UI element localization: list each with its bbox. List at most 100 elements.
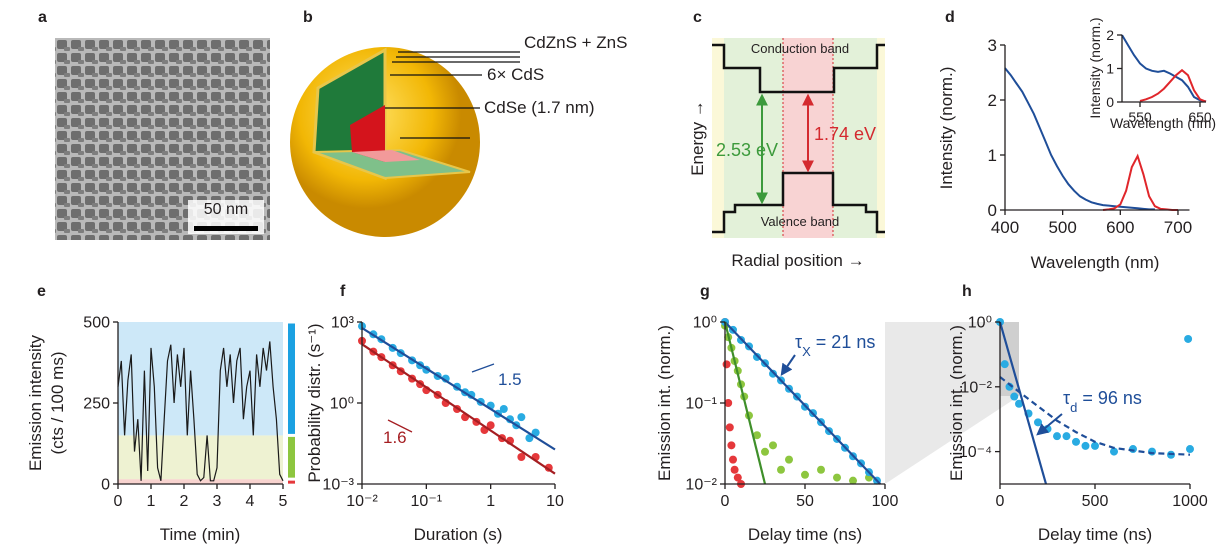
point — [769, 441, 777, 449]
gap-label: 2.53 eV — [716, 140, 778, 160]
x-tick-label: 50 — [796, 493, 814, 510]
label-part: = 21 ns — [811, 332, 876, 352]
point — [727, 441, 735, 449]
x-tick-label: 0 — [996, 493, 1005, 510]
x-tick-label: 3 — [213, 493, 222, 510]
x-tick-label: 700 — [1164, 218, 1192, 237]
panel-label: f — [340, 283, 346, 300]
shell-label: 6× CdS — [487, 65, 544, 84]
gap-label: 1.74 eV — [814, 124, 876, 144]
point — [1001, 360, 1009, 368]
lifetime-label: τX = 21 ns — [795, 332, 875, 359]
point — [817, 466, 825, 474]
chart: 550650012Wavelength (nm)Intensity (norm.… — [1087, 17, 1216, 131]
x-tick-label: 400 — [991, 218, 1019, 237]
y-tick-label: 2 — [988, 91, 997, 110]
label-part: X — [802, 344, 811, 359]
slope-label: 1.6 — [383, 428, 407, 447]
x-tick-label: 10 — [546, 493, 564, 510]
label-part: d — [1070, 400, 1077, 415]
figure: 50 nm CdZnS + ZnS 6× CdS CdSe (1.7 nm) C… — [0, 0, 1217, 549]
y-tick-label: 10⁰ — [968, 315, 992, 332]
x-tick-label: 1000 — [1172, 493, 1208, 510]
chart: 10⁻²10⁻¹11010⁻³10⁰10³Duration (s)Probabi… — [305, 315, 564, 544]
panel-label: e — [37, 283, 46, 300]
x-tick-label: 100 — [872, 493, 899, 510]
x-axis-label: Duration (s) — [414, 525, 503, 544]
x-axis-label: Delay time (ns) — [1038, 525, 1152, 544]
panel-label: b — [303, 9, 313, 26]
panel-label: c — [693, 9, 702, 26]
x-tick-label: 5 — [279, 493, 288, 510]
state-bar — [288, 437, 295, 478]
point — [1186, 445, 1194, 453]
fit-line — [362, 344, 555, 474]
panel-label: a — [38, 9, 47, 26]
y-tick-label: 500 — [83, 315, 110, 332]
annotation-arrow — [782, 355, 795, 374]
x-axis-label: Wavelength (nm) — [1031, 253, 1160, 272]
point — [1091, 442, 1099, 450]
y-tick-label: 3 — [988, 36, 997, 55]
panel-label: g — [700, 283, 710, 300]
x-tick-label: 2 — [180, 493, 189, 510]
y-tick-label: 10⁻² — [685, 477, 717, 494]
axis-label: Energy → — [688, 100, 707, 176]
scale-label: 50 nm — [204, 201, 248, 218]
y-axis-label: (cts / 100 ms) — [48, 352, 67, 455]
point — [731, 466, 739, 474]
y-axis-label: Emission int. (norm.) — [947, 325, 966, 481]
point — [723, 360, 731, 368]
state-bar — [288, 481, 295, 484]
plot-area — [358, 322, 555, 474]
point — [833, 474, 841, 482]
point — [1184, 335, 1192, 343]
x-tick-label: 1 — [147, 493, 156, 510]
y-tick-label: 2 — [1106, 27, 1114, 43]
x-tick-label: 4 — [246, 493, 255, 510]
x-tick-label: 500 — [1048, 218, 1076, 237]
x-tick-label: 0 — [114, 493, 123, 510]
point — [517, 413, 525, 421]
y-tick-label: 10⁰ — [330, 396, 354, 413]
state-bar — [288, 324, 295, 434]
point — [1072, 438, 1080, 446]
band-label: Conduction band — [751, 41, 849, 56]
point — [777, 466, 785, 474]
point — [1034, 418, 1042, 426]
y-axis-label: Probability distr. (s⁻¹) — [305, 323, 324, 482]
point — [1148, 448, 1156, 456]
y-tick-label: 0 — [1106, 94, 1114, 110]
panel-label: h — [962, 283, 972, 300]
y-axis-label: Intensity (norm.) — [1087, 17, 1103, 118]
core-label: CdSe (1.7 nm) — [484, 98, 595, 117]
label-part: τ — [1063, 388, 1070, 408]
y-tick-label: 0 — [988, 201, 997, 220]
y-tick-label: 1 — [988, 146, 997, 165]
y-tick-label: 1 — [1106, 60, 1114, 76]
panel-label: d — [945, 9, 955, 26]
y-tick-label: 0 — [101, 477, 110, 494]
point — [500, 405, 508, 413]
x-tick-label: 0 — [721, 493, 730, 510]
y-axis-label: Emission intensity — [26, 334, 45, 471]
label-part: = 96 ns — [1077, 388, 1142, 408]
axis-label: Radial position → — [731, 251, 864, 270]
x-tick-label: 600 — [1106, 218, 1134, 237]
point — [1010, 393, 1018, 401]
y-axis-label: Intensity (norm.) — [937, 67, 956, 190]
point — [801, 471, 809, 479]
band-label: Valence band — [761, 214, 840, 229]
x-tick-label: 500 — [1082, 493, 1109, 510]
x-axis-label: Time (min) — [160, 525, 241, 544]
y-tick-label: 10⁰ — [693, 315, 717, 332]
y-tick-label: 10⁻³ — [322, 477, 354, 494]
slope-label: 1.5 — [498, 370, 522, 389]
point — [761, 448, 769, 456]
x-tick-label: 10⁻² — [346, 493, 378, 510]
scale-bar — [194, 226, 258, 231]
y-tick-label: 10³ — [331, 315, 355, 332]
x-tick-label: 1 — [486, 493, 495, 510]
point — [726, 423, 734, 431]
